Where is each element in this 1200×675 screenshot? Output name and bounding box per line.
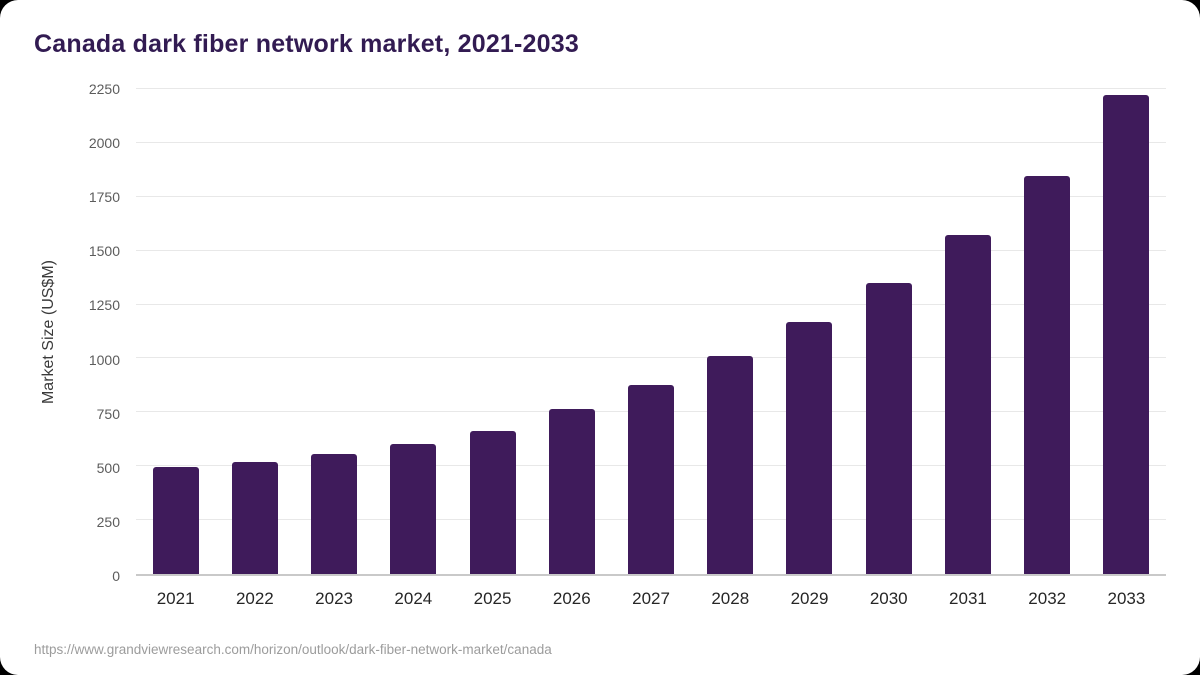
gridline: [136, 88, 1166, 89]
bar-2029: [786, 321, 833, 574]
bar-2024: [390, 443, 437, 574]
gridline: [136, 249, 1166, 251]
bar-slot: [849, 89, 928, 574]
x-tick-label-2022: 2022: [235, 589, 274, 608]
gridline: [136, 195, 1166, 197]
bar-2031: [944, 234, 991, 574]
bar-2026: [548, 409, 595, 574]
bar-2028: [707, 356, 754, 574]
bar-slot: [1008, 89, 1087, 574]
plot-area: [136, 88, 1166, 576]
y-tick-label: 500: [96, 459, 120, 476]
bar-slot: [136, 89, 215, 574]
bar-slot: [215, 89, 294, 574]
bar-2027: [628, 385, 675, 574]
bar-slot: [1087, 89, 1166, 574]
y-tick-label: 2250: [88, 81, 120, 97]
bar-slot: [691, 89, 770, 574]
bars-container: [136, 89, 1166, 574]
y-tick-label: 750: [96, 405, 120, 422]
x-tick-label-2032: 2032: [1028, 589, 1067, 608]
bar-chart: Market Size (US$M) 0 250 500 750 1000 1250 150…: [34, 81, 1166, 618]
bar-slot: [611, 89, 690, 574]
x-tick-label-2031: 2031: [949, 589, 987, 608]
bar-2025: [469, 430, 516, 574]
chart-title: Canada dark fiber network market, 2021-2…: [34, 30, 579, 58]
source-url: https://www.grandviewresearch.com/horizo…: [34, 642, 552, 657]
y-tick-label: 250: [96, 513, 120, 530]
bar-2032: [1024, 176, 1071, 574]
x-tick-label-2021: 2021: [156, 589, 195, 608]
gridline: [136, 141, 1166, 143]
x-tick-label-2029: 2029: [790, 589, 829, 608]
gridline: [136, 357, 1166, 359]
y-axis-ticks: 0 250 500 750 1000 1250 1500 1750 2000 2250: [64, 81, 136, 584]
gridline: [136, 303, 1166, 305]
y-tick-label: 1500: [88, 243, 120, 260]
x-tick-label-2030: 2030: [869, 589, 908, 608]
y-axis-label: Market Size (US$M): [34, 89, 64, 576]
bar-slot: [928, 89, 1007, 574]
bar-slot: [770, 89, 849, 574]
bar-2022: [231, 461, 278, 574]
x-tick-label-2026: 2026: [552, 589, 591, 608]
x-tick-label-2027: 2027: [632, 589, 670, 608]
bar-slot: [294, 89, 373, 574]
bar-slot: [453, 89, 532, 574]
y-tick-label: 0: [112, 568, 120, 584]
y-tick-label: 2000: [88, 135, 120, 152]
y-tick-label: 1250: [88, 297, 120, 314]
bar-2023: [311, 454, 358, 574]
y-tick-label: 1000: [88, 351, 120, 368]
bar-slot: [374, 89, 453, 574]
bar-2030: [865, 283, 912, 574]
bar-2033: [1103, 95, 1150, 574]
x-tick-label-2025: 2025: [473, 589, 512, 608]
y-tick-label: 1750: [88, 189, 120, 206]
x-tick-label-2028: 2028: [711, 589, 750, 608]
bar-2021: [152, 467, 199, 574]
x-tick-label-2023: 2023: [315, 589, 353, 608]
y-axis-label-text: Market Size (US$M): [40, 260, 57, 405]
x-axis-ticks: 2021 2022 2023 2024 2025 2026 2027 2028 2029 2030…: [136, 576, 1166, 618]
x-tick-label-2033: 2033: [1107, 589, 1146, 608]
x-tick-label-2024: 2024: [394, 589, 433, 608]
bar-slot: [532, 89, 611, 574]
